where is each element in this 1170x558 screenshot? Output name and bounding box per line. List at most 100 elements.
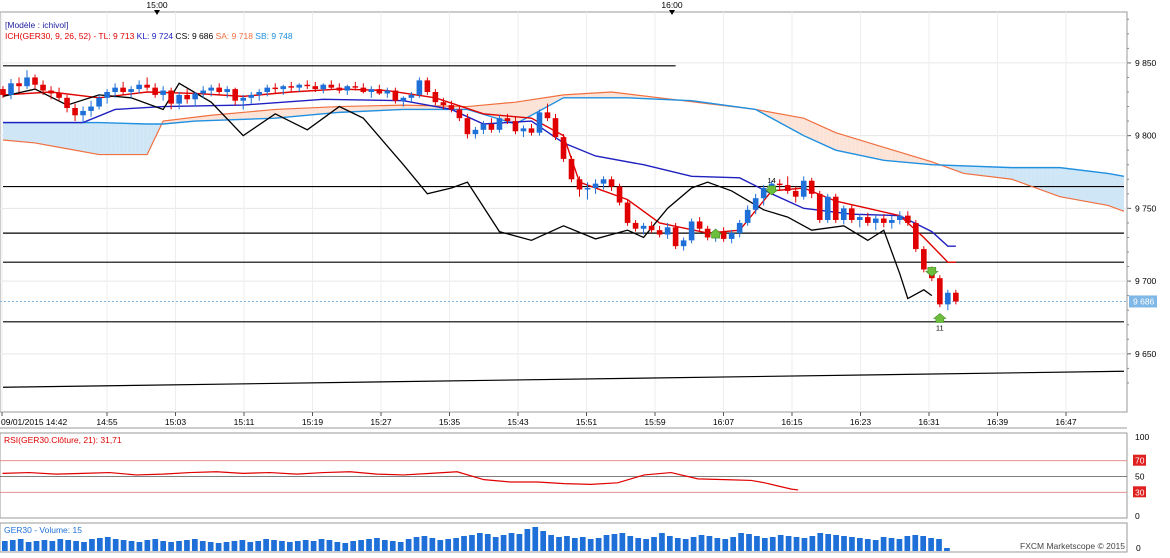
candle-body [649, 226, 655, 230]
candle-body [865, 217, 871, 223]
volume-bar [651, 537, 657, 551]
volume-bar [944, 548, 950, 551]
volume-bar [192, 539, 198, 551]
cloud-segment [1092, 172, 1096, 204]
volume-bar [588, 539, 594, 551]
volume-bar [406, 539, 412, 551]
cloud-segment [239, 112, 243, 119]
cloud-segment [608, 92, 612, 98]
volume-panel: GER30 - Volume: 15 0 FXCM Marketscope © … [0, 523, 1141, 553]
candle-body [64, 98, 70, 108]
candle-body [176, 95, 182, 104]
cloud-segment [63, 123, 67, 149]
cloud-segment [307, 108, 311, 115]
candle-body [553, 118, 559, 137]
volume-bar [303, 540, 309, 551]
volume-bar [778, 535, 784, 551]
candle-body [937, 278, 943, 304]
volume-bar [825, 534, 831, 551]
cloud-segment [67, 123, 71, 150]
candle-body [697, 221, 703, 228]
candle-body [328, 85, 334, 88]
indicator-legend: ICH(GER30, 9, 26, 52) - TL: 9 713 KL: 9 … [5, 31, 293, 41]
volume-bar [683, 539, 689, 551]
cloud-segment [523, 100, 527, 119]
candle-body [745, 210, 751, 223]
volume-bar [342, 543, 348, 551]
candle-body [24, 77, 30, 86]
cloud-segment [812, 122, 816, 141]
cloud-segment [968, 166, 972, 174]
cloud-segment [1016, 168, 1020, 183]
cloud-segment [299, 108, 303, 116]
cloud-segment [31, 123, 35, 143]
cloud-segment [976, 166, 980, 175]
candle-body [336, 88, 342, 91]
cloud-segment [984, 167, 988, 177]
price-tick-label: 9 800 [1135, 131, 1157, 141]
volume-bar [168, 542, 174, 551]
volume-bar [366, 539, 372, 551]
cloud-segment [872, 144, 876, 159]
time-tick-label: 09/01/2015 14:42 [1, 417, 67, 427]
volume-bar [184, 540, 190, 551]
volume-bar [620, 533, 626, 551]
volume-bar [897, 539, 903, 551]
candle-body [529, 128, 535, 132]
cloud-segment [83, 123, 87, 153]
cloud-segment [303, 108, 307, 116]
cloud-segment [511, 102, 515, 124]
volume-bar [572, 538, 578, 551]
volume-bar [928, 538, 934, 551]
model-label: [Modèle : ichivol] [5, 20, 68, 30]
candle-body [425, 80, 431, 92]
cloud-segment [91, 123, 95, 154]
cloud-segment [848, 136, 852, 153]
volume-bar [509, 533, 515, 551]
cloud-segment [111, 123, 115, 155]
cloud-segment [1020, 168, 1024, 184]
volume-bar [762, 538, 768, 551]
candle-body [809, 181, 815, 194]
candle-body [689, 221, 695, 240]
cloud-segment [808, 120, 812, 139]
volume-bar [287, 542, 293, 551]
candle-body [248, 95, 254, 98]
candle-body [489, 124, 495, 130]
volume-bar [556, 537, 562, 551]
volume-bar [794, 537, 800, 551]
volume-bar [176, 541, 182, 551]
cloud-segment [980, 166, 984, 175]
cloud-segment [996, 167, 1000, 178]
volume-bar [255, 541, 261, 551]
volume-bar [865, 539, 871, 551]
top-time-label: 15:00 [146, 0, 168, 10]
candle-body [505, 118, 511, 121]
time-tick-label: 14:55 [96, 417, 118, 427]
volume-bar [437, 540, 443, 551]
candle-body [385, 91, 391, 94]
volume-bar [247, 542, 253, 551]
candle-body [537, 112, 543, 132]
candle-body [0, 89, 6, 95]
volume-bar [833, 535, 839, 551]
candle-body [345, 86, 351, 90]
candle-body [921, 249, 927, 269]
time-tick-label: 16:31 [918, 417, 940, 427]
candle-body [32, 77, 38, 84]
cloud-segment [1032, 168, 1036, 188]
legend-entry: SB: 9 748 [253, 31, 293, 41]
time-tick-label: 16:47 [1055, 417, 1077, 427]
candle-body [208, 88, 214, 91]
volume-bar [224, 542, 230, 551]
cloud-segment [87, 123, 91, 154]
volume-bar [327, 540, 333, 551]
candle-body [184, 95, 190, 99]
candle-body [569, 159, 575, 179]
cloud-segment [103, 123, 107, 155]
candle-body [192, 93, 198, 99]
price-tick-label: 9 850 [1135, 58, 1157, 68]
volume-bar [113, 539, 119, 551]
